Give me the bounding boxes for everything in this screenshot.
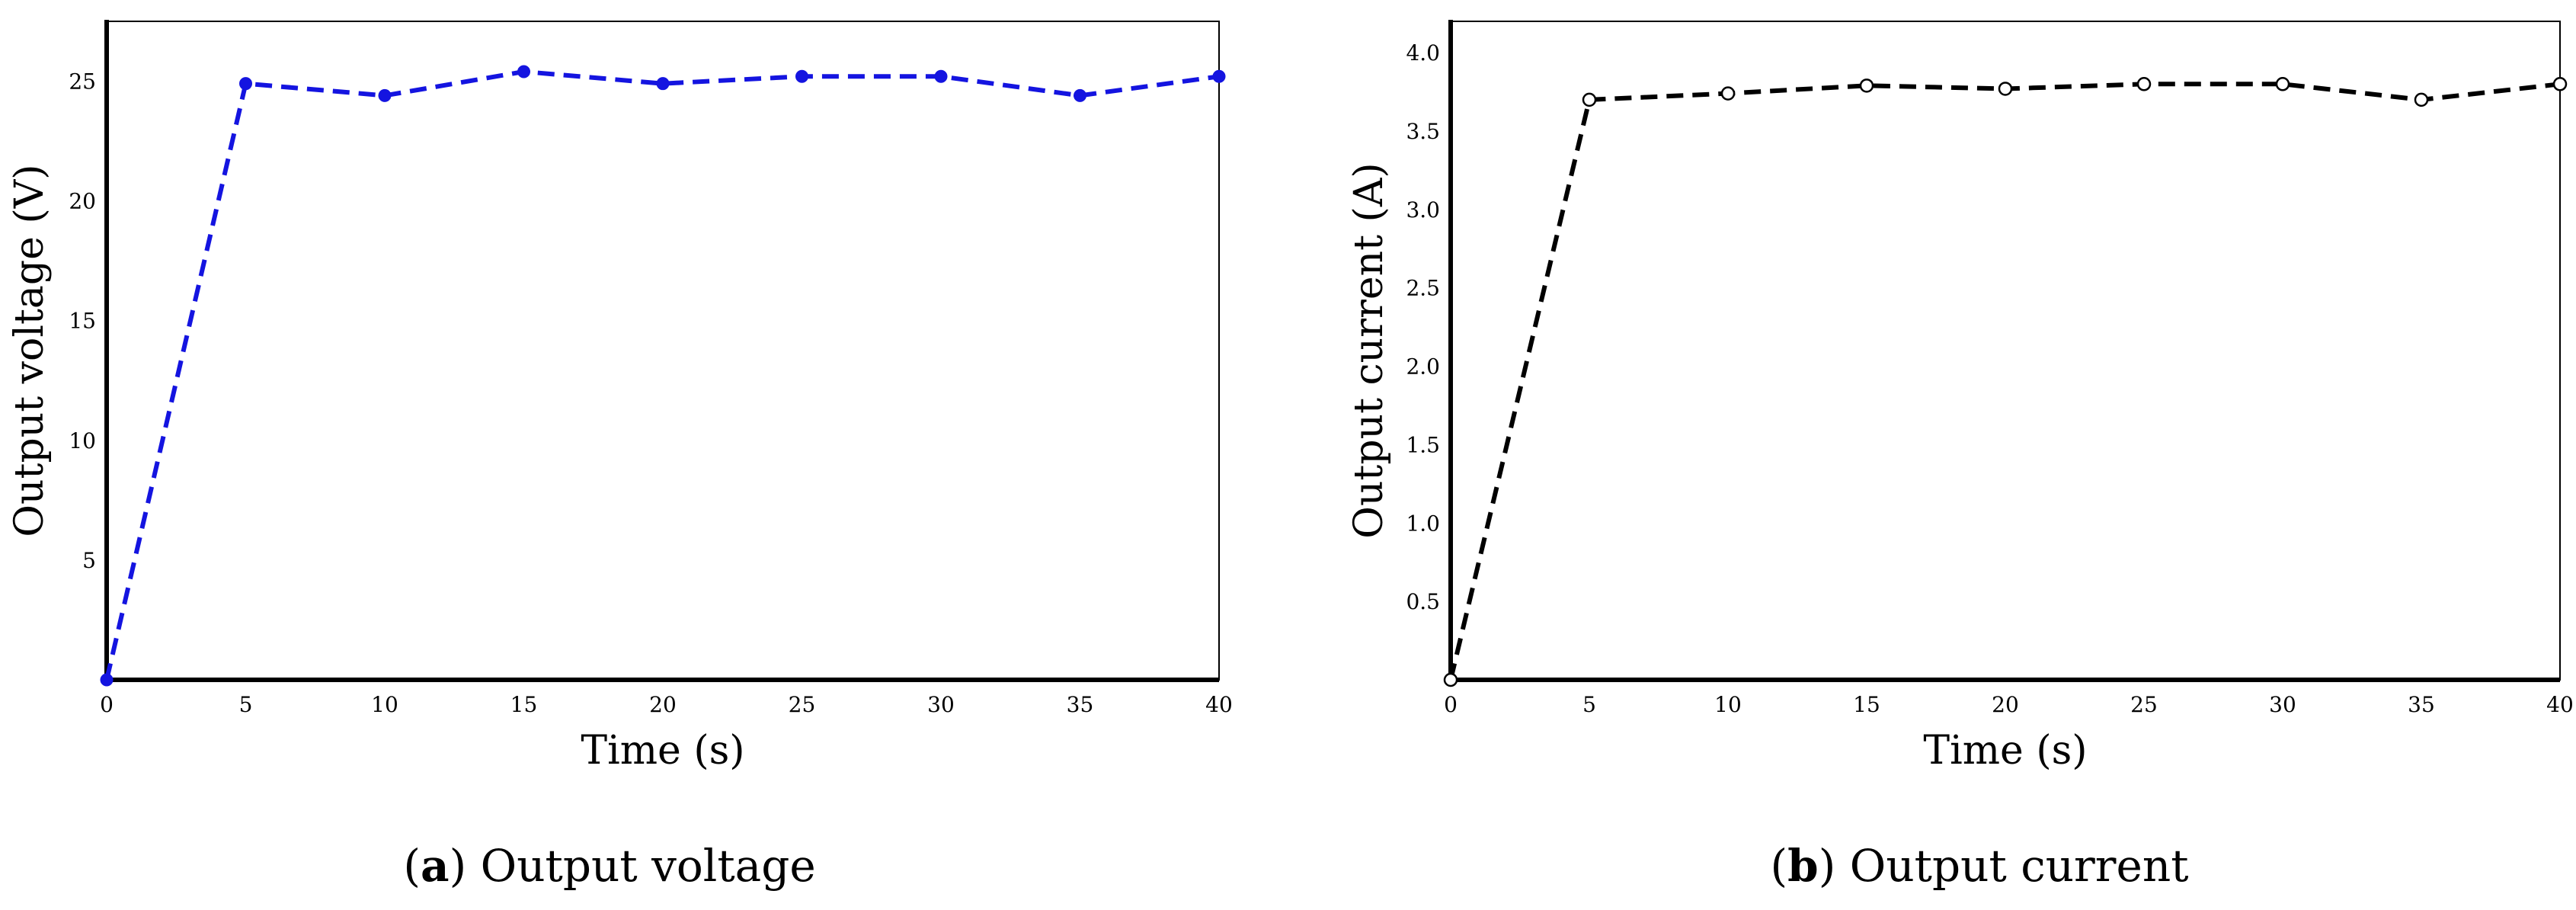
x-tick-label: 35 xyxy=(2408,692,2435,717)
x-tick-label: 15 xyxy=(1853,692,1880,717)
y-tick-label: 4.0 xyxy=(1406,40,1440,66)
voltage-series xyxy=(100,65,1226,687)
y-tick-labels: 5 10 15 20 25 xyxy=(69,69,96,573)
y-tick-label: 1.5 xyxy=(1406,432,1440,457)
caption-letter: a xyxy=(421,840,450,892)
y-tick-label: 25 xyxy=(69,69,96,95)
data-point xyxy=(656,77,670,91)
data-point xyxy=(100,673,114,687)
x-tick-label: 30 xyxy=(927,692,955,717)
y-tick-label: 5 xyxy=(82,548,96,573)
data-point xyxy=(1720,86,1736,101)
x-tick-label: 30 xyxy=(2269,692,2296,717)
caption-letter: b xyxy=(1787,840,1819,892)
data-point xyxy=(2275,77,2290,91)
y-axis-label: Output current (A) xyxy=(1346,162,1392,538)
voltage-chart: 5 10 15 20 25 0 5 10 15 20 25 30 35 40 Time (s) Outp… xyxy=(7,20,1233,892)
data-point xyxy=(1582,92,1597,107)
caption-text: Output current xyxy=(1850,840,2189,892)
plot-frame xyxy=(1450,21,2561,681)
y-tick-label: 0.5 xyxy=(1406,589,1440,614)
data-point xyxy=(2136,77,2152,91)
y-tick-label: 2.0 xyxy=(1406,354,1440,380)
y-tick-labels: 0.5 1.0 1.5 2.0 2.5 3.0 3.5 4.0 xyxy=(1406,40,1440,614)
caption-a: (a) Output voltage xyxy=(403,840,815,892)
caption-b: (b) Output current xyxy=(1771,840,2189,892)
current-series xyxy=(1443,77,2568,687)
data-point xyxy=(1859,79,1874,93)
x-axis-label: Time (s) xyxy=(581,728,744,774)
data-point xyxy=(1443,672,1458,687)
x-tick-label: 0 xyxy=(100,692,114,717)
y-tick-label: 10 xyxy=(69,428,96,453)
y-tick-label: 15 xyxy=(69,309,96,334)
x-tick-label: 40 xyxy=(1205,692,1233,717)
x-tick-label: 5 xyxy=(239,692,253,717)
x-tick-label: 20 xyxy=(1992,692,2019,717)
data-point xyxy=(1074,88,1086,102)
x-tick-label: 10 xyxy=(371,692,398,717)
data-point xyxy=(934,69,948,83)
data-point xyxy=(1212,69,1226,83)
x-tick-label: 25 xyxy=(789,692,816,717)
current-chart: 0.5 1.0 1.5 2.0 2.5 3.0 3.5 4.0 0 5 10 15 20 25 30 35 4… xyxy=(1346,20,2574,892)
data-point xyxy=(2414,92,2429,107)
x-tick-labels: 0 5 10 15 20 25 30 35 40 xyxy=(100,692,1233,717)
y-tick-label: 3.0 xyxy=(1406,197,1440,223)
caption-text: Output voltage xyxy=(481,840,816,892)
series-line xyxy=(104,69,1220,681)
data-point xyxy=(378,88,392,102)
x-tick-labels: 0 5 10 15 20 25 30 35 40 xyxy=(1444,692,2574,717)
x-tick-label: 15 xyxy=(510,692,538,717)
plot-frame xyxy=(106,21,1220,681)
x-tick-label: 0 xyxy=(1444,692,1458,717)
y-axis-label: Output voltage (V) xyxy=(7,164,53,537)
x-tick-label: 20 xyxy=(649,692,677,717)
data-point xyxy=(1998,82,2013,96)
y-tick-label: 20 xyxy=(69,189,96,214)
data-point xyxy=(795,69,808,83)
x-tick-label: 10 xyxy=(1714,692,1742,717)
y-tick-label: 2.5 xyxy=(1406,276,1440,301)
series-line xyxy=(1448,82,2561,681)
x-tick-label: 40 xyxy=(2546,692,2574,717)
x-tick-label: 5 xyxy=(1582,692,1596,717)
y-tick-label: 1.0 xyxy=(1406,511,1440,536)
data-point xyxy=(239,77,252,91)
x-tick-label: 25 xyxy=(2130,692,2158,717)
x-axis-label: Time (s) xyxy=(1923,728,2087,774)
data-point xyxy=(2552,77,2568,91)
data-point xyxy=(517,65,530,79)
y-tick-label: 3.5 xyxy=(1406,119,1440,144)
x-tick-label: 35 xyxy=(1067,692,1094,717)
